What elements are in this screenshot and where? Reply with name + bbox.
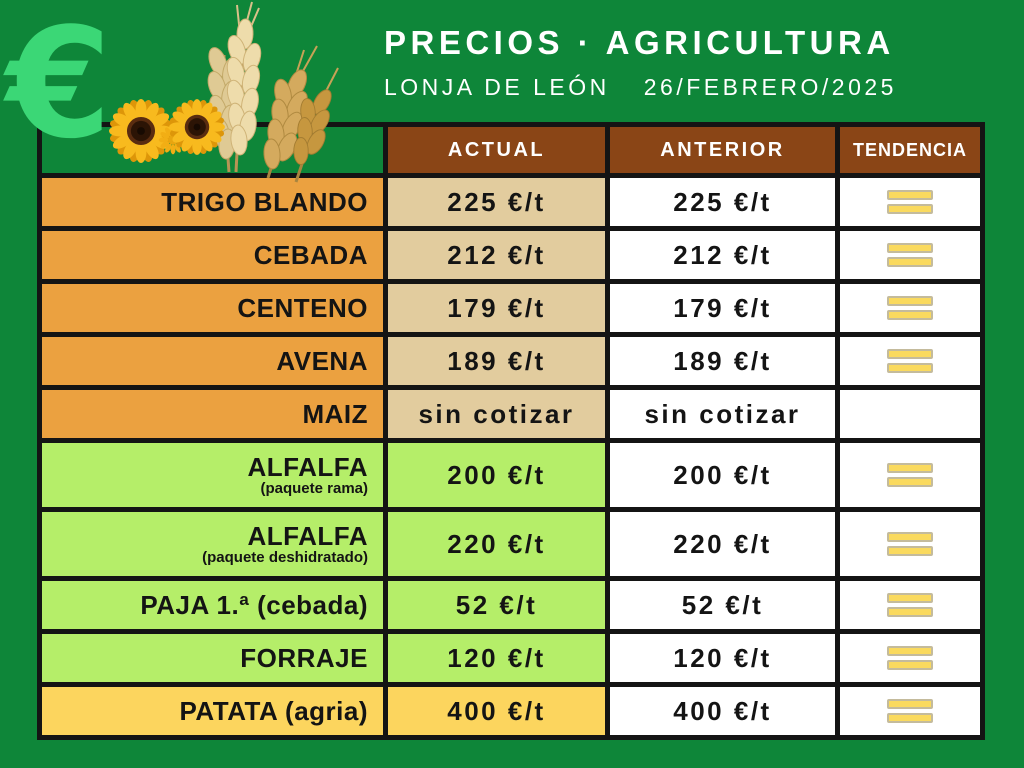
equal-trend-icon	[887, 349, 933, 373]
trend-cell	[840, 284, 980, 332]
trend-cell	[840, 178, 980, 226]
product-cell: ALFALFA (paquete rama)	[42, 443, 383, 507]
column-header-tendencia: TENDENCIA	[840, 127, 980, 173]
equal-trend-icon	[887, 646, 933, 670]
product-cell: AVENA	[42, 337, 383, 385]
trend-cell	[840, 390, 980, 438]
product-cell: PAJA 1.ª (cebada)	[42, 581, 383, 629]
trend-cell	[840, 231, 980, 279]
actual-price-cell: 189 €/t	[388, 337, 605, 385]
anterior-price-cell: 120 €/t	[610, 634, 835, 682]
equal-trend-icon	[887, 463, 933, 487]
trend-cell	[840, 634, 980, 682]
anterior-price-cell: sin cotizar	[610, 390, 835, 438]
price-table: ACTUAL ANTERIOR TENDENCIA TRIGO BLANDO 2…	[37, 122, 985, 740]
actual-price-cell: 200 €/t	[388, 443, 605, 507]
anterior-price-cell: 212 €/t	[610, 231, 835, 279]
page-title: PRECIOS · AGRICULTURA	[384, 24, 895, 61]
product-cell: MAIZ	[42, 390, 383, 438]
equal-trend-icon	[887, 593, 933, 617]
trend-cell	[840, 581, 980, 629]
product-cell: TRIGO BLANDO	[42, 178, 383, 226]
product-cell: CEBADA	[42, 231, 383, 279]
actual-price-cell: 52 €/t	[388, 581, 605, 629]
equal-trend-icon	[887, 296, 933, 320]
table-corner-cell	[42, 127, 383, 173]
equal-trend-icon	[887, 243, 933, 267]
anterior-price-cell: 179 €/t	[610, 284, 835, 332]
equal-trend-icon	[887, 699, 933, 723]
product-cell: CENTENO	[42, 284, 383, 332]
equal-trend-icon	[887, 532, 933, 556]
column-header-actual: ACTUAL	[388, 127, 605, 173]
anterior-price-cell: 189 €/t	[610, 337, 835, 385]
report-date: 26/FEBRERO/2025	[643, 74, 897, 100]
lonja-name: LONJA DE LEÓN	[384, 74, 610, 100]
actual-price-cell: 120 €/t	[388, 634, 605, 682]
actual-price-cell: 220 €/t	[388, 512, 605, 576]
masthead: PRECIOS · AGRICULTURA LONJA DE LEÓN 26/F…	[384, 24, 897, 101]
trend-cell	[840, 443, 980, 507]
anterior-price-cell: 200 €/t	[610, 443, 835, 507]
product-cell: PATATA (agria)	[42, 687, 383, 735]
anterior-price-cell: 220 €/t	[610, 512, 835, 576]
product-cell: FORRAJE	[42, 634, 383, 682]
trend-cell	[840, 512, 980, 576]
actual-price-cell: 225 €/t	[388, 178, 605, 226]
actual-price-cell: 212 €/t	[388, 231, 605, 279]
anterior-price-cell: 52 €/t	[610, 581, 835, 629]
masthead-subtitle: LONJA DE LEÓN 26/FEBRERO/2025	[384, 74, 897, 101]
equal-trend-icon	[887, 190, 933, 214]
column-header-anterior: ANTERIOR	[610, 127, 835, 173]
product-cell: ALFALFA (paquete deshidratado)	[42, 512, 383, 576]
actual-price-cell: 179 €/t	[388, 284, 605, 332]
actual-price-cell: sin cotizar	[388, 390, 605, 438]
trend-cell	[840, 687, 980, 735]
trend-cell	[840, 337, 980, 385]
actual-price-cell: 400 €/t	[388, 687, 605, 735]
anterior-price-cell: 225 €/t	[610, 178, 835, 226]
anterior-price-cell: 400 €/t	[610, 687, 835, 735]
